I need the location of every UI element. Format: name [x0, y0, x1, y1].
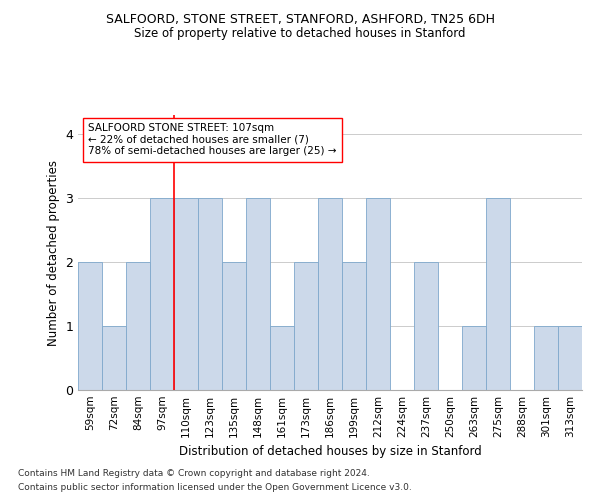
Bar [558, 326, 582, 390]
Bar [78, 262, 102, 390]
Y-axis label: Number of detached properties: Number of detached properties [47, 160, 59, 346]
X-axis label: Distribution of detached houses by size in Stanford: Distribution of detached houses by size … [179, 446, 481, 458]
Bar [342, 262, 366, 390]
Bar [222, 262, 246, 390]
Bar [318, 198, 342, 390]
Bar [486, 198, 510, 390]
Text: Size of property relative to detached houses in Stanford: Size of property relative to detached ho… [134, 28, 466, 40]
Text: Contains HM Land Registry data © Crown copyright and database right 2024.: Contains HM Land Registry data © Crown c… [18, 468, 370, 477]
Bar [534, 326, 558, 390]
Bar [174, 198, 198, 390]
Bar [294, 262, 318, 390]
Bar [414, 262, 438, 390]
Bar [198, 198, 222, 390]
Bar [150, 198, 174, 390]
Bar [366, 198, 390, 390]
Bar [126, 262, 150, 390]
Bar [102, 326, 126, 390]
Bar [270, 326, 294, 390]
Text: Contains public sector information licensed under the Open Government Licence v3: Contains public sector information licen… [18, 484, 412, 492]
Bar [246, 198, 270, 390]
Text: SALFOORD STONE STREET: 107sqm
← 22% of detached houses are smaller (7)
78% of se: SALFOORD STONE STREET: 107sqm ← 22% of d… [88, 123, 337, 156]
Text: SALFOORD, STONE STREET, STANFORD, ASHFORD, TN25 6DH: SALFOORD, STONE STREET, STANFORD, ASHFOR… [106, 12, 494, 26]
Bar [462, 326, 486, 390]
